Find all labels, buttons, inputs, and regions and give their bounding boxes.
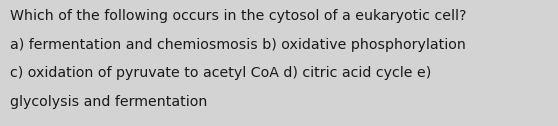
Text: glycolysis and fermentation: glycolysis and fermentation	[10, 95, 208, 109]
Text: a) fermentation and chemiosmosis b) oxidative phosphorylation: a) fermentation and chemiosmosis b) oxid…	[10, 38, 466, 52]
Text: Which of the following occurs in the cytosol of a eukaryotic cell?: Which of the following occurs in the cyt…	[10, 9, 466, 23]
Text: c) oxidation of pyruvate to acetyl CoA d) citric acid cycle e): c) oxidation of pyruvate to acetyl CoA d…	[10, 66, 431, 80]
